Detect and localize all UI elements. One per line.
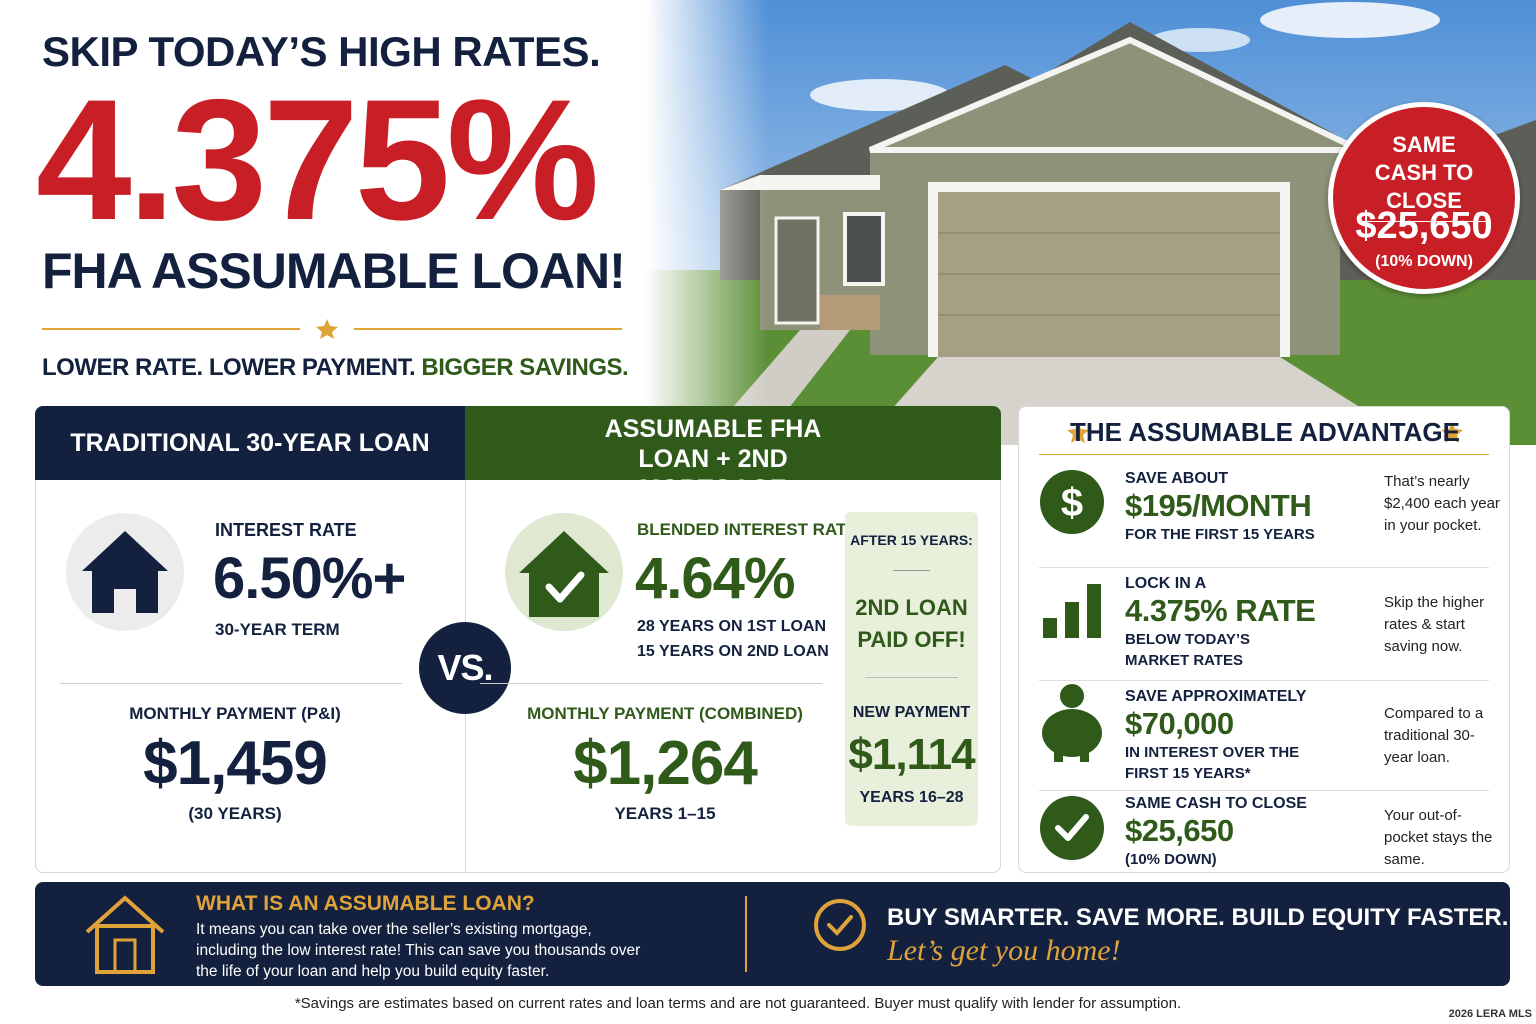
term-first-loan: 28 YEARS ON 1ST LOAN bbox=[637, 618, 827, 635]
item-value: $195/MONTH bbox=[1125, 488, 1312, 523]
advantage-title: THE ASSUMABLE ADVANTAGE bbox=[1070, 417, 1460, 447]
trad-term: 30-YEAR TERM bbox=[215, 620, 340, 639]
trad-rate: 6.50%+ bbox=[213, 546, 406, 611]
divider bbox=[42, 319, 622, 339]
comparison-panel bbox=[35, 406, 1001, 873]
separator bbox=[745, 896, 747, 972]
house-photo bbox=[0, 0, 1536, 445]
item-label: LOCK IN A bbox=[1125, 575, 1207, 592]
badge-amount: $25,650 bbox=[1355, 205, 1493, 247]
item-note: Compared to a traditional 30-year loan. bbox=[1384, 705, 1484, 766]
after-label: AFTER 15 YEARS: bbox=[850, 532, 973, 548]
tagline: LOWER RATE. LOWER PAYMENT. BIGGER SAVING… bbox=[42, 354, 629, 382]
blended-rate-label: BLENDED INTEREST RATE bbox=[637, 520, 858, 539]
item-note: That’s nearly $2,400 each year in your p… bbox=[1384, 473, 1500, 534]
advantage-item: SAVE APPROXIMATELY $70,000 IN INTEREST O… bbox=[1125, 688, 1310, 784]
item-note: Skip the higher rates & start saving now… bbox=[1384, 594, 1485, 655]
separator bbox=[865, 677, 958, 678]
after-status: 2ND LOAN PAID OFF! bbox=[855, 595, 968, 652]
disclaimer: *Savings are estimates based on current … bbox=[294, 995, 1182, 1012]
title-stars bbox=[1067, 422, 1463, 443]
separator bbox=[60, 683, 402, 684]
advantage-panel: THE ASSUMABLE ADVANTAGE bbox=[1018, 406, 1510, 873]
new-payment: $1,114 bbox=[848, 730, 975, 779]
combined-payment-note: YEARS 1–15 bbox=[614, 804, 716, 823]
tagline-a: LOWER RATE. LOWER PAYMENT. bbox=[42, 354, 416, 381]
separator bbox=[1039, 680, 1489, 681]
item-detail: BELOW TODAY’S MARKET RATES bbox=[1125, 631, 1251, 669]
trad-rate-label: INTEREST RATE bbox=[215, 520, 357, 540]
separator bbox=[1039, 790, 1489, 791]
badge: SAME CASH TO CLOSE $25,650 (10% DOWN) bbox=[1328, 102, 1520, 294]
after-box: AFTER 15 YEARS: 2ND LOAN PAID OFF! NEW P… bbox=[845, 512, 978, 826]
advantage-item: SAME CASH TO CLOSE $25,650 (10% DOWN) bbox=[1125, 795, 1345, 870]
term-second-loan: 15 YEARS ON 2ND LOAN bbox=[637, 643, 829, 660]
house-check-icon bbox=[505, 513, 623, 631]
traditional-heading: TRADITIONAL 30-YEAR LOAN bbox=[35, 406, 465, 480]
separator bbox=[480, 683, 822, 684]
advantage-item: SAVE ABOUT $195/MONTH FOR THE FIRST 15 Y… bbox=[1125, 470, 1345, 545]
combined-payment: $1,264 bbox=[573, 729, 758, 798]
footer-slogan: BUY SMARTER. SAVE MORE. BUILD EQUITY FAS… bbox=[887, 904, 1509, 931]
advantage-icons: $ bbox=[1040, 470, 1104, 860]
new-payment-note: YEARS 16–28 bbox=[859, 789, 964, 806]
trad-payment-label: MONTHLY PAYMENT (P&I) bbox=[129, 704, 341, 723]
item-detail: IN INTEREST OVER THE FIRST 15 YEARS* bbox=[1125, 744, 1300, 782]
separator bbox=[893, 570, 930, 571]
headline-rate: 4.375% bbox=[36, 64, 599, 256]
item-label: SAME CASH TO CLOSE bbox=[1125, 795, 1307, 812]
tagline-b: BIGGER SAVINGS. bbox=[421, 354, 629, 381]
headline-loan: FHA ASSUMABLE LOAN! bbox=[42, 243, 626, 299]
item-value: 4.375% RATE bbox=[1125, 593, 1316, 628]
item-label: SAVE ABOUT bbox=[1125, 470, 1229, 487]
trad-payment: $1,459 bbox=[143, 729, 328, 798]
footer-bar: WHAT IS AN ASSUMABLE LOAN? It means you … bbox=[35, 882, 1510, 986]
headline: SKIP TODAY’S HIGH RATES. bbox=[42, 28, 601, 75]
trad-payment-note: (30 YEARS) bbox=[188, 804, 282, 823]
svg-text:$: $ bbox=[1061, 481, 1083, 525]
item-detail: FOR THE FIRST 15 YEARS bbox=[1125, 526, 1315, 543]
assumable-heading: ASSUMABLE FHA LOAN + 2ND MORTGAGE bbox=[465, 406, 1001, 503]
item-label: SAVE APPROXIMATELY bbox=[1125, 688, 1307, 705]
house-icon bbox=[66, 513, 184, 631]
advantage-item: LOCK IN A 4.375% RATE BELOW TODAY’S MARK… bbox=[1125, 575, 1316, 671]
item-note: Your out-of-pocket stays the same. bbox=[1384, 807, 1493, 868]
versus-badge: VS. bbox=[419, 622, 511, 714]
footer-answer: It means you can take over the seller’s … bbox=[196, 921, 641, 980]
footer-house-icon bbox=[85, 895, 165, 974]
item-value: $70,000 bbox=[1125, 706, 1234, 741]
badge-label: SAME CASH TO CLOSE bbox=[1361, 131, 1487, 222]
badge-note: (10% DOWN) bbox=[1375, 253, 1473, 270]
footer-cta: Let’s get you home! bbox=[887, 934, 1121, 967]
new-payment-label: NEW PAYMENT bbox=[852, 704, 971, 721]
separator bbox=[1039, 567, 1489, 568]
footer-check-icon bbox=[814, 899, 866, 951]
item-value: $25,650 bbox=[1125, 813, 1234, 848]
watermark: 2026 LERA MLS bbox=[1448, 1008, 1532, 1020]
combined-payment-label: MONTHLY PAYMENT (COMBINED) bbox=[527, 704, 803, 723]
item-detail: (10% DOWN) bbox=[1125, 851, 1217, 868]
blended-rate: 4.64% bbox=[635, 546, 795, 611]
separator bbox=[1039, 454, 1489, 455]
footer-question: WHAT IS AN ASSUMABLE LOAN? bbox=[196, 892, 535, 915]
